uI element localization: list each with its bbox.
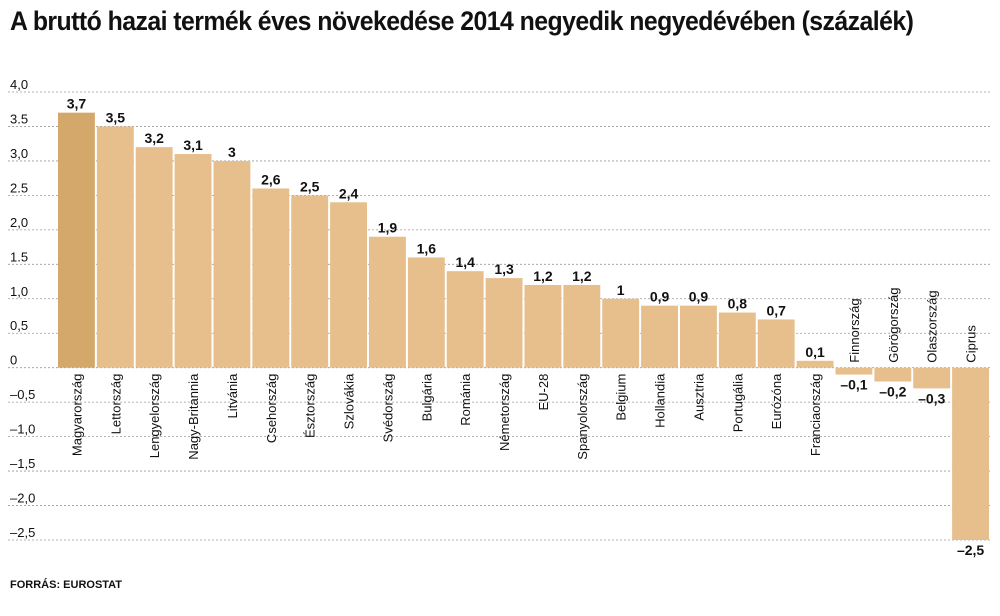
bar	[330, 202, 367, 368]
category-label: Bulgária	[419, 373, 434, 421]
category-label: Nagy-Britannia	[186, 373, 201, 460]
category-label: Litvánia	[225, 373, 240, 419]
bar	[913, 367, 951, 389]
data-label: –0,3	[918, 390, 945, 406]
category-label: Spanyolország	[575, 374, 590, 460]
category-label: Románia	[458, 373, 473, 426]
data-label: 0,1	[805, 344, 825, 360]
category-label: Szlovákia	[342, 373, 357, 429]
data-label: 3,7	[67, 96, 87, 112]
y-tick-label: –1,5	[10, 456, 35, 471]
bar	[757, 319, 795, 368]
data-label: 1,3	[494, 261, 514, 277]
category-label: Észtország	[303, 374, 318, 438]
data-label: 1,2	[572, 268, 592, 284]
y-tick-label: 2,0	[10, 215, 28, 230]
category-label: Eurózóna	[769, 373, 784, 429]
bar	[369, 236, 406, 368]
data-label: 0,9	[650, 289, 670, 305]
bar	[524, 284, 562, 368]
category-label: Németország	[497, 374, 512, 451]
category-label: Belgium	[614, 374, 629, 421]
bar	[252, 188, 290, 368]
y-tick-label: –0,5	[10, 387, 35, 402]
bar	[952, 367, 989, 540]
y-tick-label: 0	[10, 353, 17, 368]
data-label: 1,4	[455, 254, 475, 270]
data-label: 3,5	[106, 109, 126, 125]
y-tick-label: –2,5	[10, 525, 35, 540]
category-label: Hollandia	[653, 373, 668, 428]
data-label: 3	[228, 144, 236, 160]
bar	[58, 112, 95, 368]
category-label: Lettország	[108, 374, 123, 435]
bar	[407, 257, 445, 368]
bar	[485, 278, 523, 368]
bar	[718, 312, 756, 368]
bar	[446, 271, 484, 368]
data-label: 1	[617, 282, 625, 298]
data-label: 2,5	[300, 178, 320, 194]
data-label: 0,9	[689, 289, 709, 305]
data-label: 3,1	[183, 137, 203, 153]
category-label: EU-28	[536, 374, 551, 411]
y-tick-label: 3,0	[10, 146, 28, 161]
bar	[641, 305, 678, 368]
y-axis-ticks: 4,0 3.5 3,0 2.5 2,0 1.5 1,0 0,5 0 –0,5 –1,0 –1,5 –2,…	[10, 77, 35, 540]
y-tick-label: 2.5	[10, 180, 28, 195]
category-labels: Magyarország Lettország Lengyelország Nagy-…	[69, 288, 978, 460]
category-label: Görögország	[886, 288, 901, 363]
bar	[796, 360, 834, 368]
category-label: Ausztria	[691, 373, 706, 421]
data-label: 1,9	[378, 220, 398, 236]
category-label: Portugália	[730, 373, 745, 432]
y-tick-label: 1.5	[10, 249, 28, 264]
bar	[135, 147, 173, 368]
category-label: Lengyelország	[147, 374, 162, 459]
data-label: 1,6	[417, 240, 437, 256]
data-labels: 3,7 3,5 3,2 3,1 3 2,6 2,5 2,4 1,9 1,6 1,4 1,3 1,2 1,2…	[67, 96, 985, 558]
data-label: –0,2	[879, 383, 906, 399]
category-label: Ciprus	[964, 325, 979, 363]
y-tick-label: –2,0	[10, 491, 35, 506]
bars	[58, 112, 989, 540]
category-label: Franciaország	[808, 374, 823, 456]
data-label: –2,5	[957, 542, 984, 558]
category-label: Magyarország	[69, 374, 84, 456]
data-label: –0,1	[840, 377, 867, 393]
bar	[291, 195, 329, 368]
y-tick-label: 1,0	[10, 284, 28, 299]
y-tick-label: –1,0	[10, 422, 35, 437]
data-label: 1,2	[533, 268, 553, 284]
category-label: Finnország	[847, 298, 862, 362]
y-tick-label: 4,0	[10, 77, 28, 92]
bar	[680, 305, 717, 368]
category-label: Olaszország	[925, 290, 940, 362]
bar	[174, 154, 212, 368]
data-label: 2,6	[261, 171, 281, 187]
bar	[563, 284, 601, 368]
bar	[874, 367, 912, 382]
bar	[96, 126, 134, 368]
data-label: 3,2	[144, 130, 164, 146]
source-note: FORRÁS: EUROSTAT	[10, 579, 123, 591]
data-label: 0,8	[728, 296, 748, 312]
data-label: 0,7	[766, 302, 786, 318]
bar	[213, 160, 251, 368]
bar	[835, 367, 873, 375]
category-label: Csehország	[264, 374, 279, 443]
chart-title: A bruttó hazai termék éves növekedése 20…	[10, 6, 914, 36]
y-tick-label: 3.5	[10, 111, 28, 126]
data-label: 2,4	[339, 185, 359, 201]
y-tick-label: 0,5	[10, 318, 28, 333]
bar	[602, 298, 640, 368]
category-label: Svédország	[380, 374, 395, 443]
